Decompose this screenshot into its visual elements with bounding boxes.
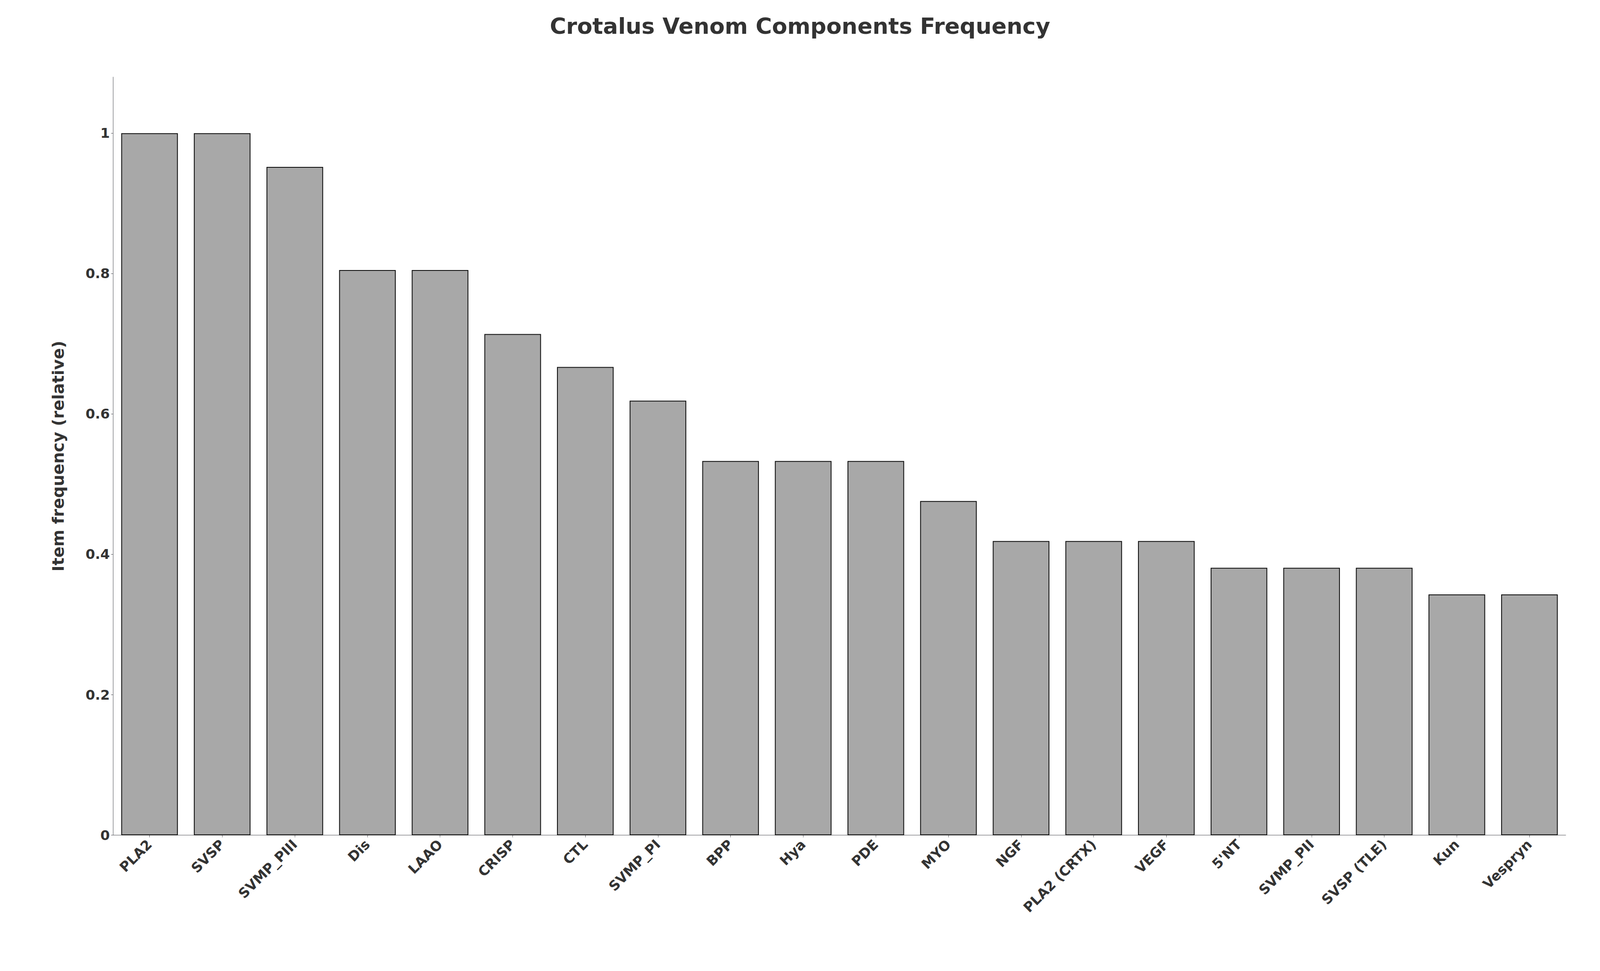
- svg-text:PLA2 (CRTX): PLA2 (CRTX): [1019, 835, 1100, 916]
- svg-text:LAAO: LAAO: [405, 835, 447, 878]
- svg-text:PLA2: PLA2: [116, 835, 156, 875]
- svg-text:CTL: CTL: [559, 835, 591, 868]
- svg-text:VEGF: VEGF: [1131, 835, 1173, 877]
- svg-text:Dis: Dis: [344, 835, 374, 865]
- svg-text:CRISP: CRISP: [474, 835, 519, 880]
- svg-text:5'NT: 5'NT: [1208, 835, 1245, 872]
- svg-text:PDE: PDE: [848, 835, 882, 870]
- svg-text:NGF: NGF: [992, 835, 1027, 871]
- svg-text:0.8: 0.8: [85, 265, 110, 282]
- svg-text:Vespryn: Vespryn: [1479, 835, 1535, 892]
- svg-text:0: 0: [100, 826, 110, 844]
- svg-text:Kun: Kun: [1430, 835, 1463, 869]
- svg-text:BPP: BPP: [703, 835, 737, 869]
- svg-text:MYO: MYO: [918, 835, 955, 872]
- svg-text:SVSP: SVSP: [187, 835, 229, 877]
- svg-text:Hya: Hya: [776, 835, 809, 869]
- svg-text:0.4: 0.4: [85, 545, 110, 563]
- svg-text:SVMP_PI: SVMP_PI: [605, 835, 664, 895]
- svg-text:SVMP_PII: SVMP_PII: [1255, 835, 1318, 898]
- svg-text:0.6: 0.6: [85, 405, 110, 422]
- svg-text:1: 1: [100, 124, 110, 142]
- svg-text:Item frequency (relative): Item frequency (relative): [48, 340, 68, 572]
- svg-text:SVMP_PIII: SVMP_PIII: [235, 835, 301, 902]
- svg-text:Crotalus Venom Components Freq: Crotalus Venom Components Frequency: [549, 13, 1051, 39]
- svg-text:SVSP (TLE): SVSP (TLE): [1318, 835, 1390, 908]
- svg-text:0.2: 0.2: [85, 686, 110, 703]
